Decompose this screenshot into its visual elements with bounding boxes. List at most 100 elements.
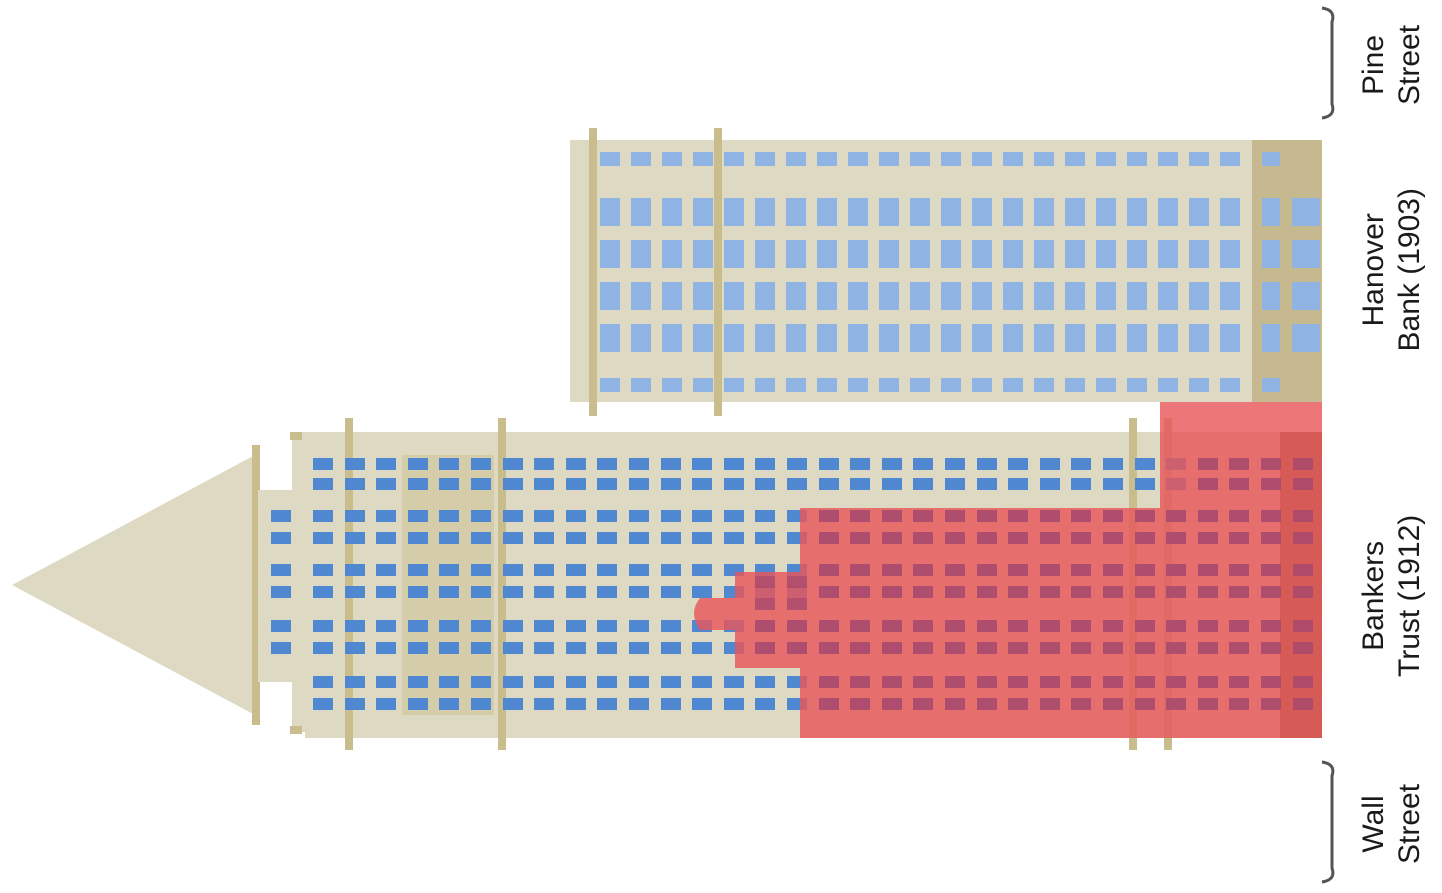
highlighted-window (1293, 698, 1313, 710)
bankers-window (597, 458, 617, 470)
highlighted-window (1293, 586, 1313, 598)
bankers-window (755, 510, 775, 522)
bankers-window (755, 676, 775, 688)
bankers-window (503, 698, 523, 710)
hanover-window (1158, 324, 1178, 352)
hanover-window (786, 152, 806, 166)
bankers-window (1103, 478, 1123, 490)
hanover-cornice-line (714, 128, 722, 416)
highlighted-window (977, 510, 997, 522)
highlighted-window (977, 642, 997, 654)
bankers-window (376, 510, 396, 522)
highlighted-window (882, 642, 902, 654)
bankers-colonnade-window (271, 620, 291, 632)
hanover-window (1034, 152, 1054, 166)
highlighted-window (850, 510, 870, 522)
hanover-window (941, 324, 961, 352)
hanover-window (1034, 282, 1054, 310)
highlighted-window (1229, 620, 1249, 632)
highlighted-window (1261, 564, 1281, 576)
highlighted-window (1261, 620, 1281, 632)
hanover-window (1003, 282, 1023, 310)
bankers-window (629, 676, 649, 688)
hanover-window (1034, 198, 1054, 226)
bankers-window (661, 458, 681, 470)
highlighted-window (1135, 698, 1155, 710)
hanover-window (941, 282, 961, 310)
highlighted-window (1261, 676, 1281, 688)
bankers-window (313, 698, 333, 710)
highlighted-window (882, 510, 902, 522)
bankers-window (534, 564, 554, 576)
hanover-window (662, 198, 682, 226)
hanover-bank-label: Hanover Bank (1903) (1357, 188, 1426, 352)
bankers-window (661, 676, 681, 688)
hanover-window (910, 198, 930, 226)
hanover-window (1127, 378, 1147, 392)
hanover-window (693, 282, 713, 310)
hanover-window (1003, 198, 1023, 226)
hanover-bank-building (570, 128, 1322, 416)
highlighted-window (1071, 564, 1091, 576)
highlighted-window (1040, 698, 1060, 710)
highlighted-window (819, 532, 839, 544)
hanover-window (848, 282, 868, 310)
highlighted-window (1261, 698, 1281, 710)
highlighted-window (1229, 510, 1249, 522)
hanover-window (1003, 152, 1023, 166)
hanover-window (941, 240, 961, 268)
hanover-window (910, 282, 930, 310)
hanover-window (662, 378, 682, 392)
hanover-window (848, 378, 868, 392)
bankers-window (945, 458, 965, 470)
highlighted-window (819, 586, 839, 598)
highlighted-window (1071, 620, 1091, 632)
bankers-window (882, 478, 902, 490)
hanover-window (1158, 378, 1178, 392)
highlighted-window (787, 598, 807, 610)
bankers-window (566, 586, 586, 598)
hanover-window (755, 282, 775, 310)
bankers-window (661, 510, 681, 522)
hanover-window (724, 240, 744, 268)
hanover-window (879, 198, 899, 226)
bankers-window (661, 586, 681, 598)
bankers-window (534, 510, 554, 522)
hanover-base (1252, 140, 1322, 402)
bankers-window (566, 532, 586, 544)
hanover-window (1096, 240, 1116, 268)
bankers-window (345, 458, 365, 470)
bankers-window (945, 478, 965, 490)
bankers-window (376, 458, 396, 470)
bankers-window (376, 620, 396, 632)
highlighted-window (1293, 564, 1313, 576)
hanover-window (1220, 240, 1240, 268)
bankers-window (692, 458, 712, 470)
bankers-window (661, 478, 681, 490)
highlighted-window (1040, 642, 1060, 654)
bankers-window (471, 676, 491, 688)
bankers-colonnade-window (271, 510, 291, 522)
hanover-window (879, 152, 899, 166)
bankers-window (566, 458, 586, 470)
highlighted-window (1103, 532, 1123, 544)
bankers-window (597, 676, 617, 688)
hanover-window (1034, 378, 1054, 392)
hanover-window (755, 324, 775, 352)
hanover-window (1189, 240, 1209, 268)
bankers-window (534, 698, 554, 710)
hanover-window (1127, 240, 1147, 268)
highlighted-window (1229, 532, 1249, 544)
bankers-window (597, 564, 617, 576)
highlighted-window (819, 620, 839, 632)
bankers-window (1135, 458, 1155, 470)
highlighted-window (1198, 642, 1218, 654)
highlighted-window (1008, 586, 1028, 598)
bankers-window (850, 458, 870, 470)
highlighted-window (1166, 620, 1186, 632)
bankers-window (913, 458, 933, 470)
bankers-window (629, 510, 649, 522)
hanover-window (600, 324, 620, 352)
hanover-window (631, 282, 651, 310)
